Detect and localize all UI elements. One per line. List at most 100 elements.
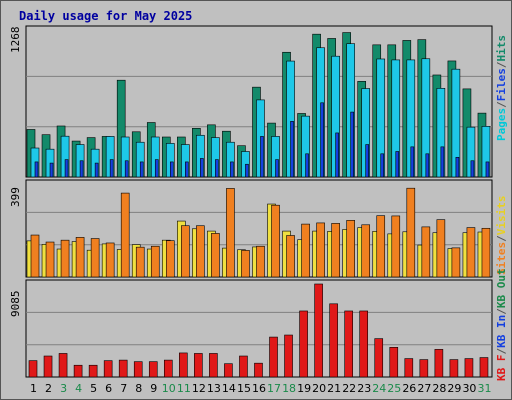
kb-bar [479,357,489,378]
sites-bar [436,219,446,278]
pages-bar [365,144,370,178]
day-label: 28 [432,382,446,395]
kb-bar [299,310,308,378]
kb-bar [118,359,128,378]
pages-bar [79,160,84,178]
kb-bar [58,353,68,378]
day-label: 20 [312,382,326,395]
day-label: 2 [45,382,52,395]
pages-bar [34,161,39,178]
kb-bar [359,310,369,378]
kb-bar [464,358,474,378]
day-label: 9 [150,382,157,395]
pages-bar [215,159,219,178]
day-label: 5 [90,382,97,395]
sites-bar [196,225,205,278]
chart-title: Daily usage for May 2025 [19,9,193,23]
pages-bar [124,160,129,178]
day-label: 25 [387,382,401,395]
kb-bar [28,360,38,378]
kb-bar [133,361,143,378]
day-label: 7 [120,382,127,395]
kb-bar [254,362,263,378]
day-label: 8 [135,382,142,395]
pages-bar [169,161,174,178]
kb-bar [224,363,233,378]
pages-bar [440,146,445,178]
sites-bar [451,247,461,278]
sites-bar [120,192,130,278]
day-label: 3 [60,382,67,395]
kb-bar [209,353,218,378]
sites-bar [241,250,250,278]
kb-bar [374,338,384,378]
day-label: 19 [297,382,311,395]
pages-bar [350,111,354,178]
sites-bar [165,240,175,278]
kb-bar [163,359,173,378]
pages-bar [94,162,99,178]
sites-bar [135,246,145,278]
kb-bar [43,355,53,378]
pages-bar [260,136,264,178]
kb-bar [314,283,323,378]
pages-bar [185,161,189,178]
pages-bar [109,159,114,178]
sites-bar [421,226,431,278]
day-label: 23 [357,382,371,395]
day-label: 26 [402,382,416,395]
sites-bar [361,224,371,278]
sites-bar [45,241,55,278]
kb-bar [88,364,98,378]
pages-bar [320,102,324,178]
sites-bar [301,223,310,278]
sites-bar [181,225,190,278]
kb-bar [344,310,353,378]
kb-bar [179,352,188,378]
pages-bar [455,156,460,178]
day-label: 12 [192,382,206,395]
pages-bar [380,153,385,178]
day-label: 18 [282,382,296,395]
day-label: 30 [462,382,476,395]
day-label: 29 [447,382,461,395]
day-label: 31 [477,382,491,395]
day-label: 6 [105,382,112,395]
sites-bar [105,242,115,278]
kb-bar [419,359,429,378]
sites-bar [331,223,340,278]
kb-bar [449,359,459,378]
sites-bar [75,237,85,278]
kb-bar [284,334,293,378]
sites-bar [226,188,235,278]
pages-bar [485,161,490,178]
sites-bar [211,233,220,278]
kb-bar [239,355,248,378]
pages-bar [200,158,204,178]
sites-bar [391,215,401,278]
day-label: 15 [237,382,251,395]
kb-bar [103,360,113,378]
sites-bar [286,235,295,278]
day-label: 11 [177,382,191,395]
pages-bar [410,146,415,178]
day-label: 17 [267,382,281,395]
pages-bar [154,159,159,178]
pages-bar [49,162,54,178]
day-label: 16 [252,382,266,395]
pages-bar [245,163,249,178]
kb-bar [329,303,338,378]
sites-bar [256,245,265,278]
sites-bar [346,220,355,278]
day-label: 13 [207,382,221,395]
pages-bar [230,161,234,178]
pages-bar [335,132,339,178]
pages-bar [275,159,279,178]
day-label: 22 [342,382,356,395]
day-label: 24 [372,382,386,395]
sites-bar [30,234,40,278]
pages-bar [395,151,400,178]
pages-bar [425,153,430,178]
pages-bar [64,159,69,178]
